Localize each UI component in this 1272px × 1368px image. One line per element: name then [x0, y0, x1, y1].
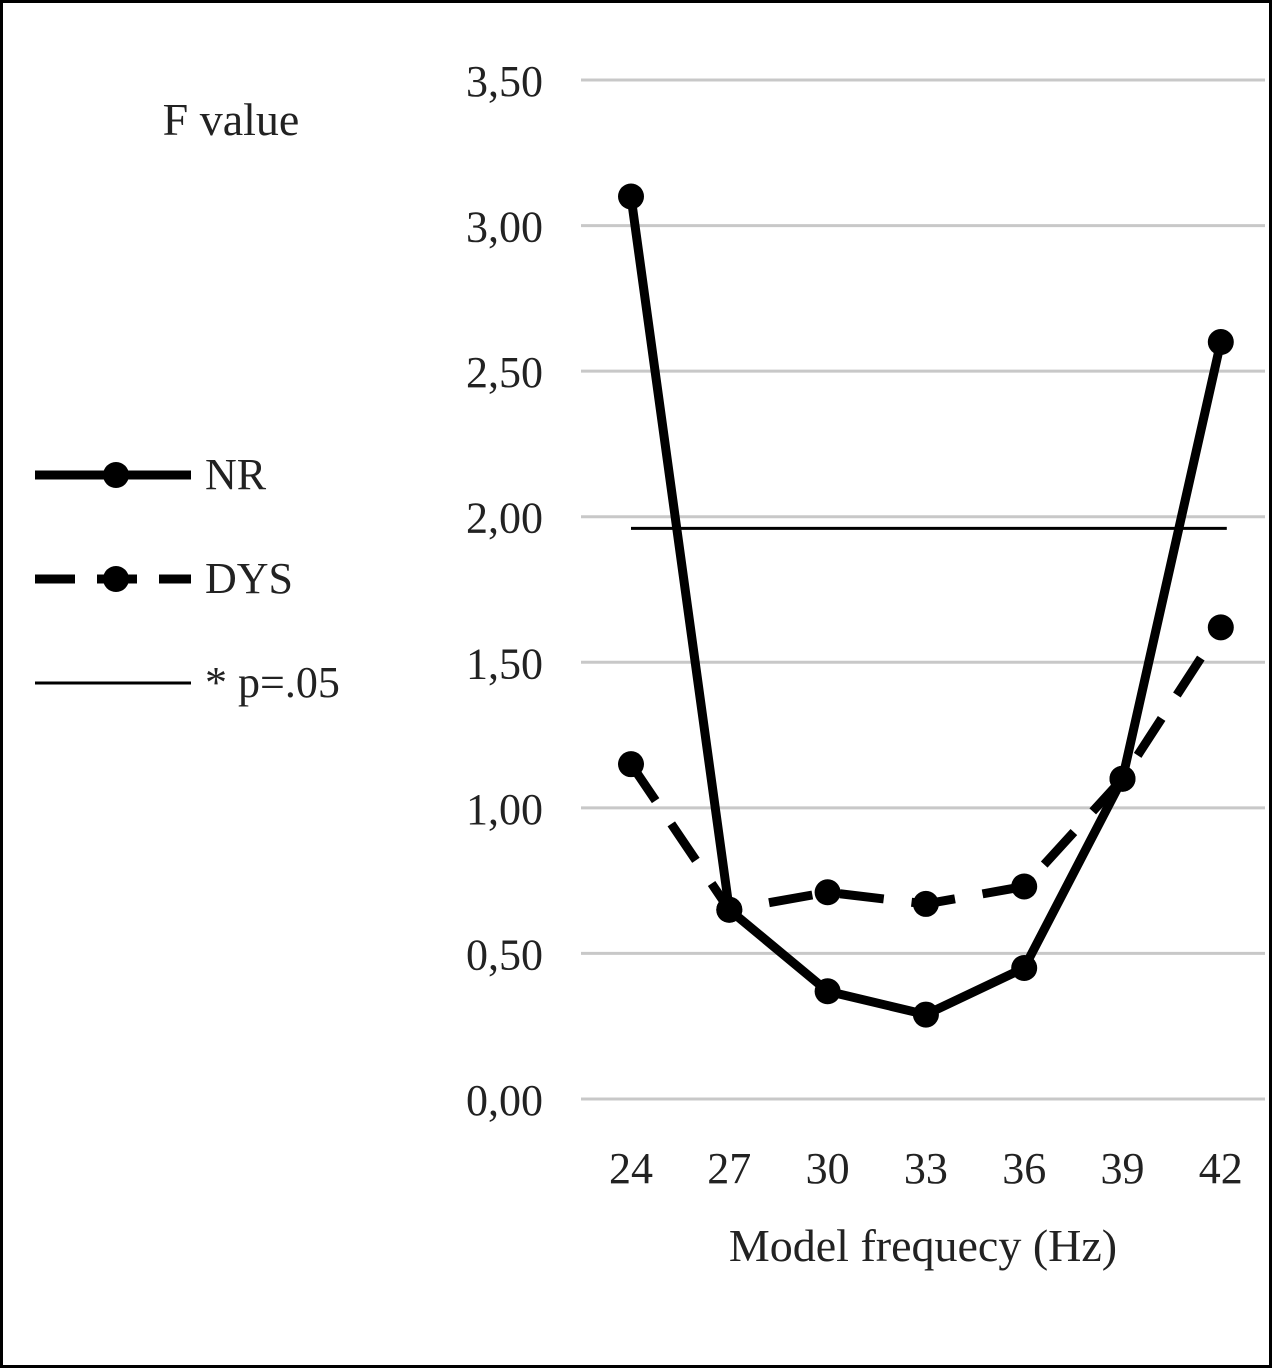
x-tick-label: 42 — [1199, 1144, 1243, 1193]
y-tick-label: 2,50 — [466, 348, 543, 397]
series-dys — [618, 614, 1234, 923]
data-point-dys — [1011, 873, 1038, 900]
x-tick-label: 36 — [1002, 1144, 1046, 1193]
data-point-dys — [814, 879, 841, 906]
x-tick-label: 39 — [1101, 1144, 1145, 1193]
legend-label-nr: NR — [205, 450, 267, 499]
data-point-nr — [1207, 329, 1234, 356]
y-tick-label: 0,50 — [466, 930, 543, 979]
y-tick-label: 3,50 — [466, 57, 543, 106]
data-point-nr — [912, 1001, 939, 1028]
y-tick-labels: 0,00 0,50 1,00 1,50 2,00 2,50 3,00 3,50 — [466, 57, 543, 1125]
legend-item-dys: DYS — [35, 554, 293, 603]
data-point-nr — [814, 978, 841, 1005]
y-tick-label: 2,00 — [466, 494, 543, 543]
legend: NR DYS * p=.05 — [35, 450, 340, 707]
data-point-dys — [912, 890, 939, 917]
data-point-dys — [716, 896, 743, 923]
x-axis-label: Model frequecy (Hz) — [729, 1220, 1117, 1271]
x-tick-label: 30 — [806, 1144, 850, 1193]
y-tick-label: 1,00 — [466, 785, 543, 834]
line-chart: 0,00 0,50 1,00 1,50 2,00 2,50 3,00 3,50 24 27 30 3… — [35, 57, 1265, 1271]
series-group — [618, 183, 1234, 1028]
data-point-dys — [1109, 765, 1136, 792]
y-axis-label: F value — [163, 94, 300, 145]
data-point-nr — [618, 183, 644, 210]
x-tick-labels: 24 27 30 33 36 39 42 — [609, 1144, 1243, 1193]
y-tick-label: 3,00 — [466, 203, 543, 252]
x-tick-label: 33 — [904, 1144, 948, 1193]
legend-item-nr: NR — [35, 450, 267, 499]
x-tick-label: 24 — [609, 1144, 653, 1193]
legend-item-reference: * p=.05 — [35, 658, 340, 707]
legend-marker-dys — [103, 566, 129, 592]
x-tick-label: 27 — [707, 1144, 751, 1193]
legend-label-dys: DYS — [205, 554, 293, 603]
legend-marker-nr — [103, 462, 129, 488]
y-tick-label: 0,00 — [466, 1076, 543, 1125]
data-point-nr — [1011, 954, 1038, 981]
y-tick-label: 1,50 — [466, 639, 543, 688]
data-point-dys — [1207, 614, 1234, 641]
data-point-dys — [618, 751, 644, 778]
legend-label-reference: * p=.05 — [205, 658, 340, 707]
